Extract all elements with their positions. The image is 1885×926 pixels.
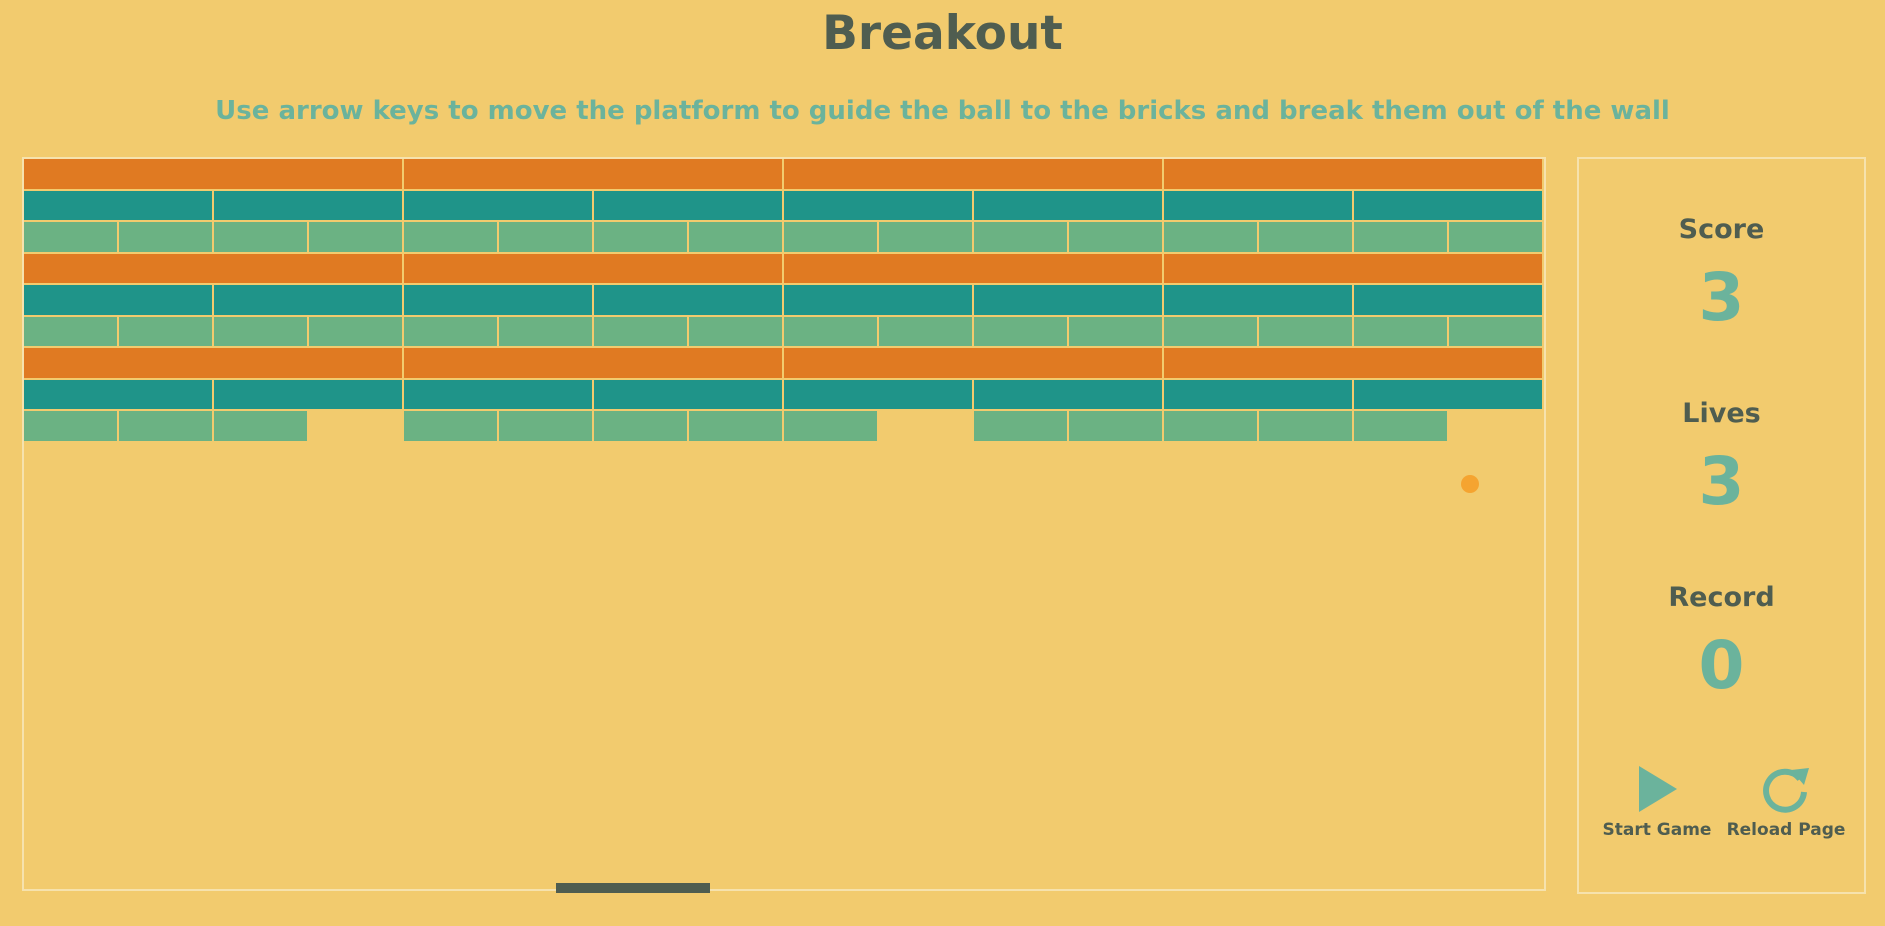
play-icon (1639, 766, 1677, 812)
brick (1164, 411, 1259, 443)
brick (214, 285, 404, 317)
brick (214, 190, 404, 222)
brick (404, 285, 594, 317)
brick (119, 222, 214, 254)
record-label: Record (1668, 582, 1775, 613)
paddle[interactable] (556, 883, 710, 893)
brick (24, 159, 404, 191)
reload-page-label: Reload Page (1726, 820, 1846, 840)
brick (24, 411, 119, 443)
brick (119, 316, 214, 348)
brick (784, 253, 1164, 285)
brick (879, 316, 974, 348)
brick (1164, 348, 1544, 380)
brick (1259, 316, 1354, 348)
brick (1164, 379, 1354, 411)
brick (1354, 411, 1449, 443)
brick (404, 222, 499, 254)
brick (404, 411, 499, 443)
reload-page-button[interactable]: Reload Page (1724, 764, 1848, 840)
brick (404, 379, 594, 411)
brick (1069, 316, 1164, 348)
brick (499, 222, 594, 254)
game-title: Breakout (822, 6, 1063, 61)
ball (1461, 475, 1479, 493)
brick (1069, 222, 1164, 254)
brick (594, 411, 689, 443)
reload-icon (1763, 768, 1809, 813)
brick (214, 379, 404, 411)
brick (784, 285, 974, 317)
brick (974, 285, 1164, 317)
instructions-text: Use arrow keys to move the platform to g… (215, 96, 1670, 126)
brick (974, 190, 1164, 222)
brick (974, 411, 1069, 443)
brick (689, 222, 784, 254)
brick (974, 222, 1069, 254)
brick (24, 379, 214, 411)
brick (1069, 411, 1164, 443)
game-board[interactable] (22, 157, 1546, 893)
brick (24, 253, 404, 285)
brick (1164, 253, 1544, 285)
brick (404, 348, 784, 380)
brick (1354, 190, 1544, 222)
brick (24, 190, 214, 222)
brick (974, 379, 1164, 411)
brick (119, 411, 214, 443)
brick (784, 379, 974, 411)
lives-value: 3 (1698, 443, 1745, 520)
brick (1164, 159, 1544, 191)
brick (689, 316, 784, 348)
brick (404, 190, 594, 222)
brick (689, 411, 784, 443)
brick (24, 222, 119, 254)
lives-label: Lives (1682, 398, 1761, 429)
brick (24, 348, 404, 380)
brick (404, 159, 784, 191)
brick (404, 253, 784, 285)
stats-panel: Score 3 Lives 3 Record 0 Start Game Relo… (1577, 157, 1866, 894)
brick (309, 316, 404, 348)
brick (784, 411, 879, 443)
brick (594, 222, 689, 254)
brick (1164, 190, 1354, 222)
record-value: 0 (1698, 627, 1745, 704)
start-game-label: Start Game (1602, 820, 1712, 840)
brick (499, 411, 594, 443)
brick (594, 285, 784, 317)
brick (1164, 285, 1354, 317)
brick (1259, 222, 1354, 254)
brick (1449, 316, 1544, 348)
brick (1354, 379, 1544, 411)
brick (1354, 222, 1449, 254)
brick (1164, 316, 1259, 348)
brick (784, 348, 1164, 380)
brick (214, 222, 309, 254)
brick (214, 316, 309, 348)
brick (1259, 411, 1354, 443)
brick (974, 316, 1069, 348)
start-game-button[interactable]: Start Game (1595, 764, 1719, 840)
brick (784, 222, 879, 254)
brick (879, 222, 974, 254)
brick (594, 190, 784, 222)
brick (784, 316, 879, 348)
brick (1354, 316, 1449, 348)
score-value: 3 (1698, 259, 1745, 336)
brick (404, 316, 499, 348)
brick (214, 411, 309, 443)
brick (499, 316, 594, 348)
brick (784, 190, 974, 222)
brick (784, 159, 1164, 191)
score-label: Score (1678, 214, 1765, 245)
brick (594, 379, 784, 411)
brick (1354, 285, 1544, 317)
brick (24, 316, 119, 348)
brick (1449, 222, 1544, 254)
brick (309, 222, 404, 254)
brick (1164, 222, 1259, 254)
brick (24, 285, 214, 317)
brick (594, 316, 689, 348)
